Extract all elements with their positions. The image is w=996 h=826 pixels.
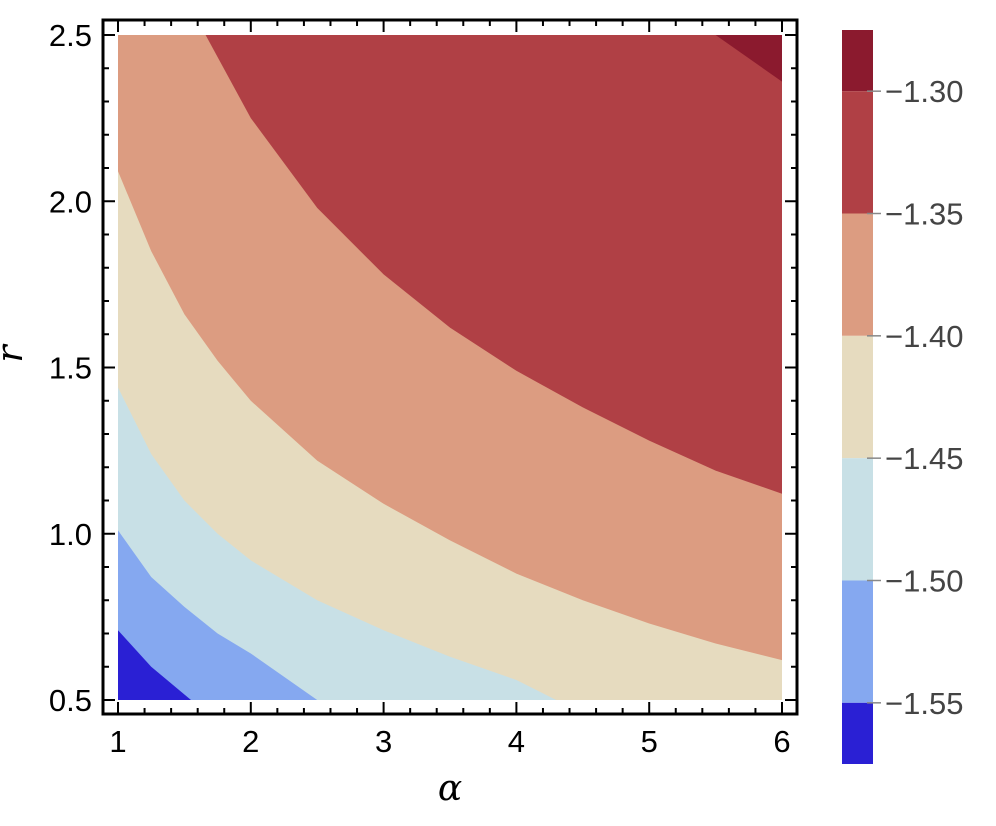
- colorbar-tick-label: −1.30: [885, 74, 963, 109]
- contour-band: [715, 35, 782, 82]
- plot-area: [118, 35, 782, 700]
- colorbar-swatch: [842, 30, 873, 92]
- colorbar-swatch: [842, 702, 873, 764]
- x-tick-label: 4: [508, 724, 525, 759]
- y-tick-label: 2.0: [49, 184, 92, 219]
- colorbar-swatch: [842, 458, 873, 581]
- colorbar-tick-label: −1.50: [885, 564, 963, 599]
- contour-band: [205, 35, 782, 494]
- colorbar-tick-label: −1.35: [885, 197, 963, 232]
- colorbar-swatch: [842, 580, 873, 703]
- x-tick-label: 2: [242, 724, 259, 759]
- x-tick-label: 5: [641, 724, 658, 759]
- x-tick-label: 1: [109, 724, 126, 759]
- colorbar-tick-label: −1.45: [885, 441, 963, 476]
- x-axis-title: α: [438, 768, 462, 809]
- y-tick-label: 2.5: [49, 18, 92, 53]
- x-tick-label: 3: [375, 724, 392, 759]
- colorbar-swatch: [842, 335, 873, 459]
- y-tick-label: 1.5: [49, 351, 92, 386]
- colorbar: −1.30 −1.35 −1.40 −1.45 −1.50 −1.55: [842, 30, 963, 764]
- colorbar-swatch: [842, 91, 873, 214]
- colorbar-tick-label: −1.40: [885, 319, 963, 354]
- y-axis-title: r: [0, 344, 31, 363]
- y-tick-label: 1.0: [49, 517, 92, 552]
- colorbar-tick-label: −1.55: [885, 686, 963, 721]
- y-tick-label: 0.5: [49, 683, 92, 718]
- colorbar-swatch: [842, 213, 873, 336]
- axis-ticks: 1 2 3 4 5 6 0.5 1.0 1.5 2.0 2.5: [49, 18, 797, 759]
- x-tick-label: 6: [773, 724, 790, 759]
